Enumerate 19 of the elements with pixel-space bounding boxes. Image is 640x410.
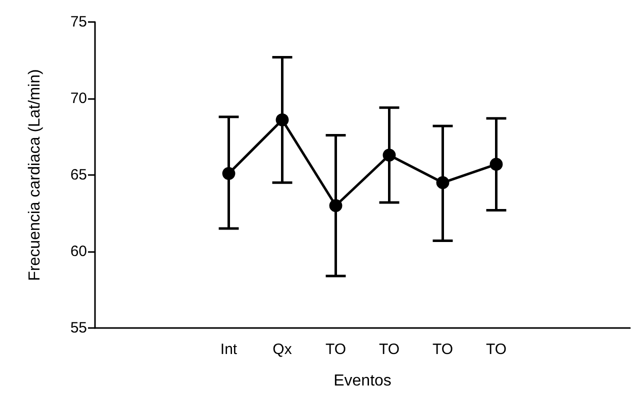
point xyxy=(329,199,342,212)
point xyxy=(276,113,289,126)
x-tick-label: TO xyxy=(432,341,454,358)
y-tick-label: 75 xyxy=(70,14,87,30)
y-tick-label: 60 xyxy=(70,243,87,260)
point xyxy=(222,166,236,180)
y-tick-label: 65 xyxy=(70,166,87,184)
y-tick-label: 55 xyxy=(70,320,87,336)
point xyxy=(382,148,396,162)
x-tick-label: TO xyxy=(325,341,346,358)
x-tick-label: TO xyxy=(378,341,400,358)
y-tick-label: 70 xyxy=(70,90,87,107)
point xyxy=(490,158,503,171)
y-axis-title: Frecuencia cardiaca (Lat/min) xyxy=(26,69,44,281)
x-axis-title: Eventos xyxy=(334,372,392,390)
x-tick-label: TO xyxy=(486,341,507,358)
point xyxy=(436,176,450,190)
x-tick-label: Qx xyxy=(272,341,292,358)
x-tick-label: Int xyxy=(220,341,238,358)
